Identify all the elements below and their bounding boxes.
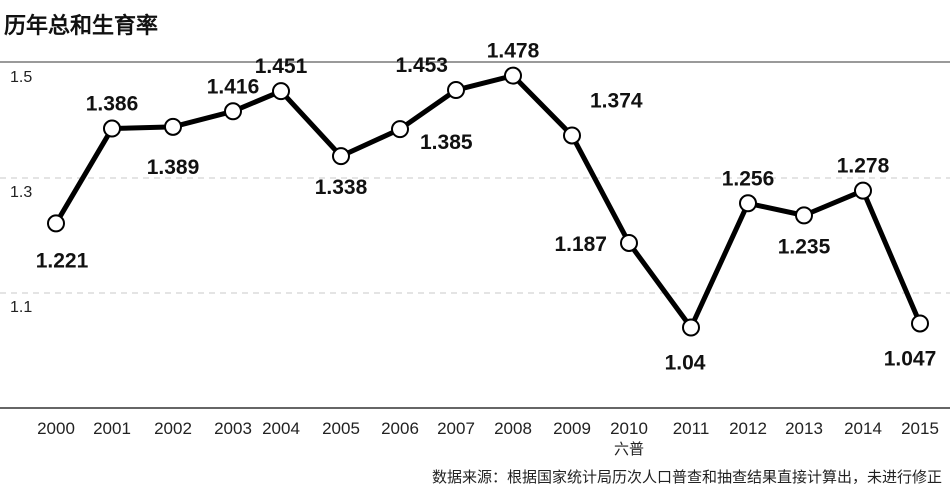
data-value-label: 1.338 bbox=[315, 176, 368, 199]
data-value-label: 1.416 bbox=[207, 75, 260, 98]
data-value-label: 1.386 bbox=[86, 93, 139, 116]
data-value-label: 1.389 bbox=[147, 156, 200, 179]
data-value-label: 1.221 bbox=[36, 249, 89, 272]
data-value-label: 1.278 bbox=[837, 155, 890, 178]
data-value-label: 1.04 bbox=[665, 352, 706, 375]
series-line bbox=[53, 73, 923, 330]
x-tick-label: 2008 bbox=[494, 419, 532, 438]
data-point-marker bbox=[563, 126, 581, 145]
y-tick-label: 1.5 bbox=[10, 69, 32, 86]
x-tick-label: 2010 bbox=[610, 419, 648, 438]
data-point-marker bbox=[391, 120, 409, 139]
x-tick-label: 2001 bbox=[93, 419, 131, 438]
data-point-marker bbox=[272, 82, 290, 101]
data-point-marker bbox=[164, 117, 182, 136]
data-value-label: 1.235 bbox=[778, 235, 831, 258]
data-point-marker bbox=[332, 147, 350, 166]
x-tick-label: 2012 bbox=[729, 419, 767, 438]
data-markers bbox=[47, 66, 929, 337]
data-value-label: 1.256 bbox=[722, 167, 775, 190]
data-value-label: 1.453 bbox=[395, 54, 448, 77]
data-point-marker bbox=[739, 194, 757, 213]
data-point-marker bbox=[682, 318, 700, 337]
x-tick-label: 2013 bbox=[785, 419, 823, 438]
x-tick-label: 2006 bbox=[381, 419, 419, 438]
y-tick-label: 1.1 bbox=[10, 299, 32, 316]
data-point-marker bbox=[224, 102, 242, 121]
data-point-marker bbox=[620, 233, 638, 252]
data-value-label: 1.478 bbox=[487, 40, 540, 63]
x-tick-label: 2000 bbox=[37, 419, 75, 438]
x-tick-label: 2014 bbox=[844, 419, 882, 438]
data-value-label: 1.374 bbox=[590, 89, 643, 112]
x-tick-label: 2003 bbox=[214, 419, 252, 438]
census-annotation: 六普 bbox=[614, 440, 644, 458]
y-axis-ticks: 1.5 1.3 1.1 bbox=[10, 69, 32, 316]
data-point-marker bbox=[504, 66, 522, 85]
x-tick-label: 2009 bbox=[553, 419, 591, 438]
data-point-marker bbox=[911, 314, 929, 333]
data-value-label: 1.451 bbox=[255, 55, 308, 78]
data-point-marker bbox=[447, 81, 465, 100]
x-axis-labels: 2000 2001 2002 2003 2004 2005 2006 2007 2008 2009… bbox=[37, 419, 939, 458]
x-tick-label: 2015 bbox=[901, 419, 939, 438]
data-point-marker bbox=[47, 214, 65, 233]
x-tick-label: 2004 bbox=[262, 419, 300, 438]
data-point-marker bbox=[795, 206, 813, 225]
x-tick-label: 2002 bbox=[154, 419, 192, 438]
data-value-label: 1.187 bbox=[554, 233, 607, 256]
y-tick-label: 1.3 bbox=[10, 184, 32, 201]
data-value-label: 1.385 bbox=[420, 131, 473, 154]
chart-title: 历年总和生育率 bbox=[4, 14, 159, 39]
source-note: 数据来源：根据国家统计局历次人口普查和抽查结果直接计算出，未进行修正 bbox=[431, 468, 942, 486]
data-point-marker bbox=[103, 119, 121, 138]
x-tick-label: 2011 bbox=[673, 419, 710, 438]
x-tick-label: 2007 bbox=[437, 419, 475, 438]
gridlines bbox=[0, 177, 950, 294]
data-point-marker bbox=[854, 181, 872, 200]
x-tick-label: 2005 bbox=[322, 419, 360, 438]
data-value-label: 1.047 bbox=[884, 347, 937, 370]
